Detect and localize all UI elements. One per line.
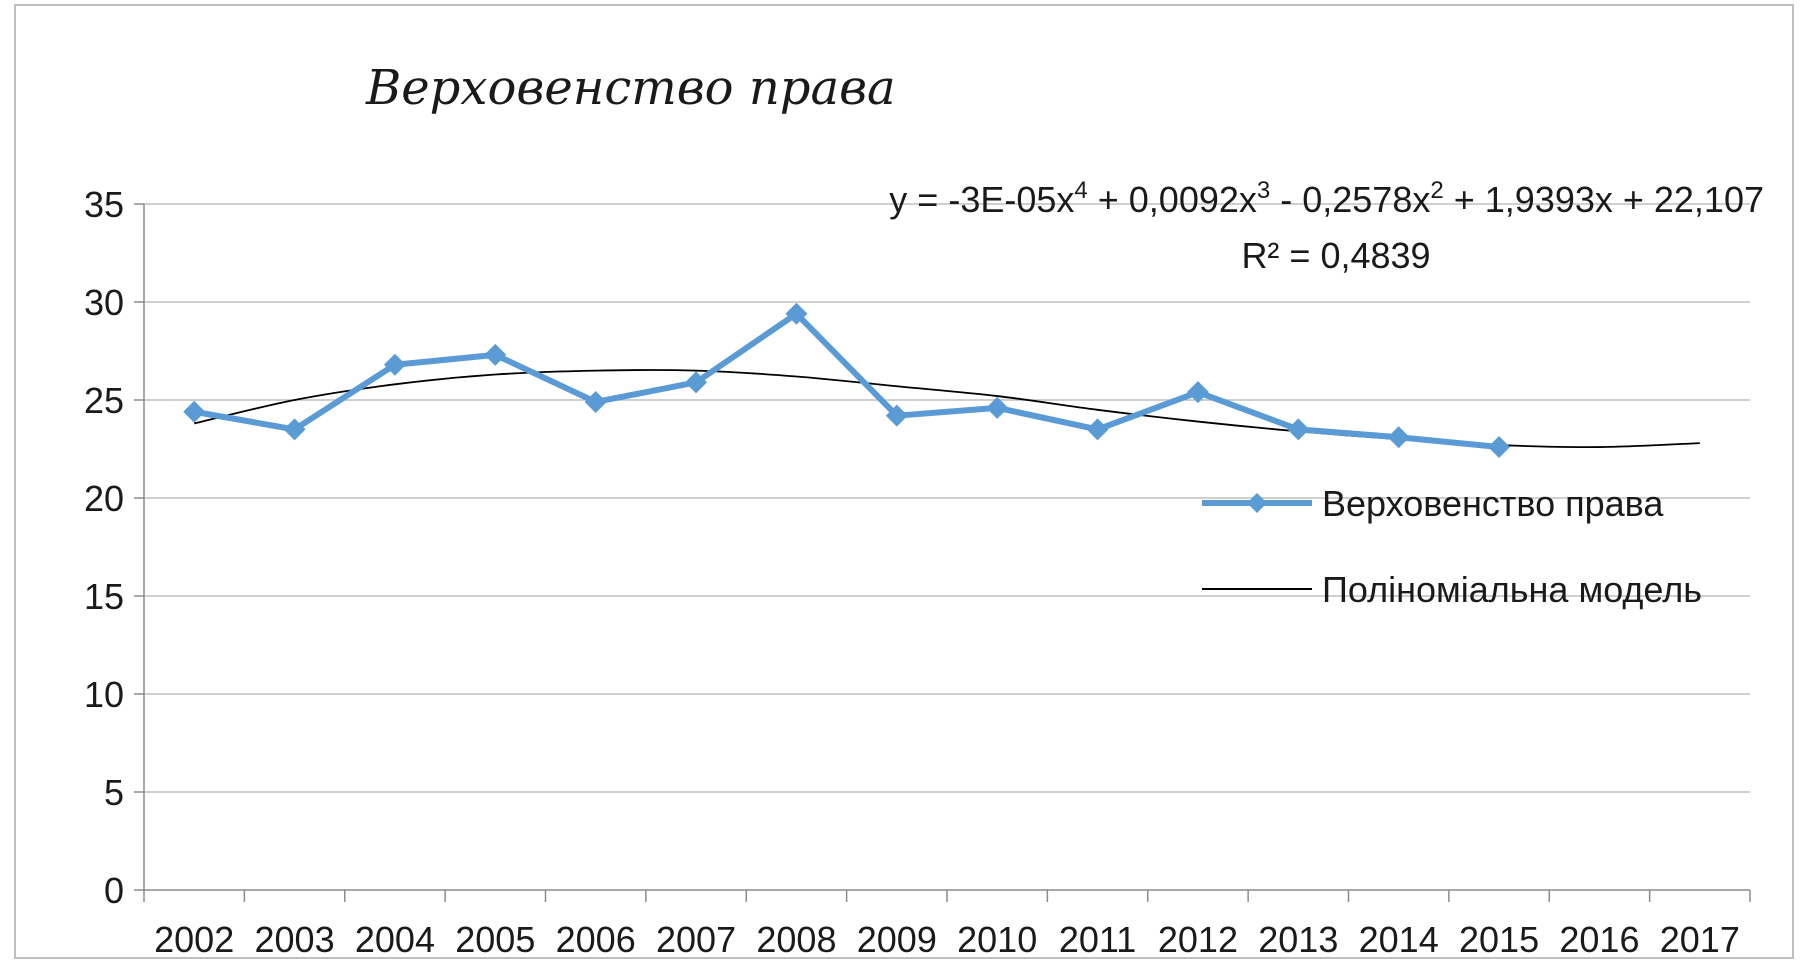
x-tick-label: 2007 <box>656 919 736 960</box>
y-tick-label: 0 <box>104 870 124 911</box>
y-tick-label: 30 <box>84 282 124 323</box>
data-point-marker <box>1186 381 1209 404</box>
legend-label-series: Верховенство права <box>1322 483 1664 524</box>
x-tick-label: 2006 <box>556 919 636 960</box>
data-point-marker <box>785 302 808 325</box>
chart-area: Верховенство права 0 5 10 15 20 25 30 35 2002 20… <box>14 4 1794 960</box>
trendline-equation: y = -3E-05x4 + 0,0092x3 - 0,2578x2 + 1,9… <box>889 177 1764 220</box>
data-point-marker <box>1287 418 1310 441</box>
x-tick-label: 2004 <box>355 919 435 960</box>
x-tick-label: 2011 <box>1059 919 1136 960</box>
data-point-marker <box>283 418 306 441</box>
data-point-marker <box>1387 426 1410 449</box>
y-tick-label: 15 <box>84 576 124 617</box>
x-tick-label: 2009 <box>857 919 937 960</box>
trendline-layer <box>193 369 1700 448</box>
y-tick-label: 35 <box>84 184 124 225</box>
data-point-marker <box>885 404 908 427</box>
axes <box>134 203 1751 902</box>
x-tick-label: 2003 <box>255 919 335 960</box>
equation-exponent-2: 2 <box>1430 177 1443 204</box>
data-point-marker <box>484 343 507 366</box>
legend-label-trend: Поліноміальна модель <box>1322 569 1702 610</box>
x-tick-label: 2005 <box>455 919 535 960</box>
y-tick-label: 20 <box>84 478 124 519</box>
y-tick-label: 10 <box>84 674 124 715</box>
x-tick-label: 2008 <box>756 919 836 960</box>
r-squared-label: R² = 0,4839 <box>1241 235 1430 276</box>
y-axis-tick-labels: 0 5 10 15 20 25 30 35 <box>84 184 124 911</box>
x-tick-label: 2017 <box>1660 919 1740 960</box>
x-tick-label: 2002 <box>154 919 234 960</box>
equation-exponent-4: 4 <box>1074 177 1087 204</box>
chart-title: Верховенство права <box>365 60 896 116</box>
equation-prefix: y = -3E-05x <box>889 179 1074 220</box>
series-layer <box>183 302 1511 459</box>
gridlines <box>144 203 1750 793</box>
x-tick-label: 2013 <box>1258 919 1338 960</box>
data-point-marker <box>383 353 406 376</box>
legend-marker-diamond <box>1247 493 1267 513</box>
x-tick-label: 2010 <box>957 919 1037 960</box>
data-point-marker <box>685 371 708 394</box>
data-point-marker <box>986 396 1009 419</box>
x-axis-tick-labels: 2002 2003 2004 2005 2006 2007 2008 2009 2010 2011… <box>154 919 1740 960</box>
data-point-marker <box>1488 436 1511 459</box>
x-tick-label: 2014 <box>1359 919 1439 960</box>
x-tick-label: 2012 <box>1158 919 1238 960</box>
legend: Верховенство права Поліноміальна модель <box>1202 483 1702 610</box>
x-tick-label: 2016 <box>1559 919 1639 960</box>
y-tick-label: 5 <box>104 772 124 813</box>
equation-exponent-3: 3 <box>1257 177 1270 204</box>
y-tick-label: 25 <box>84 380 124 421</box>
series-line-verkhovenstvo-prava <box>193 310 1500 451</box>
equation-part-2: + 0,0092x <box>1088 179 1257 220</box>
equation-part-4: + 1,9393x + 22,107 <box>1444 179 1764 220</box>
equation-part-3: - 0,2578x <box>1270 179 1430 220</box>
trendline-polynomial <box>193 369 1700 448</box>
x-tick-label: 2015 <box>1459 919 1539 960</box>
data-point-marker <box>1086 418 1109 441</box>
data-point-marker <box>183 400 206 423</box>
data-point-marker <box>584 390 607 413</box>
